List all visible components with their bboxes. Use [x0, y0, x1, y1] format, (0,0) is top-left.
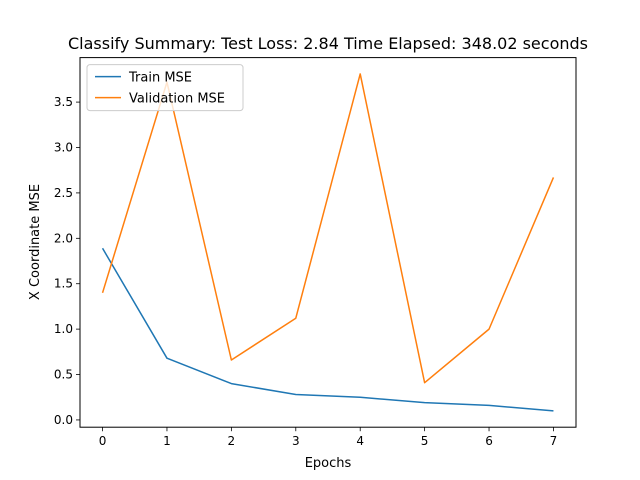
- x-tick-label: 5: [421, 434, 429, 448]
- legend-box: [86, 64, 244, 112]
- x-tick-label: 4: [356, 434, 364, 448]
- plot-frame: [79, 57, 577, 428]
- y-tick-label: 1.0: [54, 322, 73, 336]
- y-axis-label: X Coordinate MSE: [28, 184, 43, 300]
- y-tick-label: 0.5: [54, 368, 73, 382]
- series-line-0: [101, 247, 554, 412]
- series-line-1: [101, 73, 555, 384]
- x-tick-label: 6: [485, 434, 493, 448]
- y-tick-label: 1.5: [54, 277, 73, 291]
- x-axis-label: Epochs: [305, 456, 352, 471]
- y-tick-label: 3.5: [54, 95, 73, 109]
- legend-label: Validation MSE: [129, 92, 225, 107]
- x-tick-label: 3: [292, 434, 300, 448]
- legend-label: Train MSE: [128, 71, 192, 86]
- y-tick-label: 2.5: [54, 186, 73, 200]
- y-tick-label: 2.0: [54, 231, 73, 245]
- x-tick-label: 1: [163, 434, 171, 448]
- x-tick-label: 2: [228, 434, 236, 448]
- chart-title: Classify Summary: Test Loss: 2.84 Time E…: [68, 34, 588, 53]
- y-tick-label: 3.0: [54, 141, 73, 155]
- x-tick-label: 7: [550, 434, 558, 448]
- x-tick-label: 0: [99, 434, 107, 448]
- y-tick-label: 0.0: [54, 413, 73, 427]
